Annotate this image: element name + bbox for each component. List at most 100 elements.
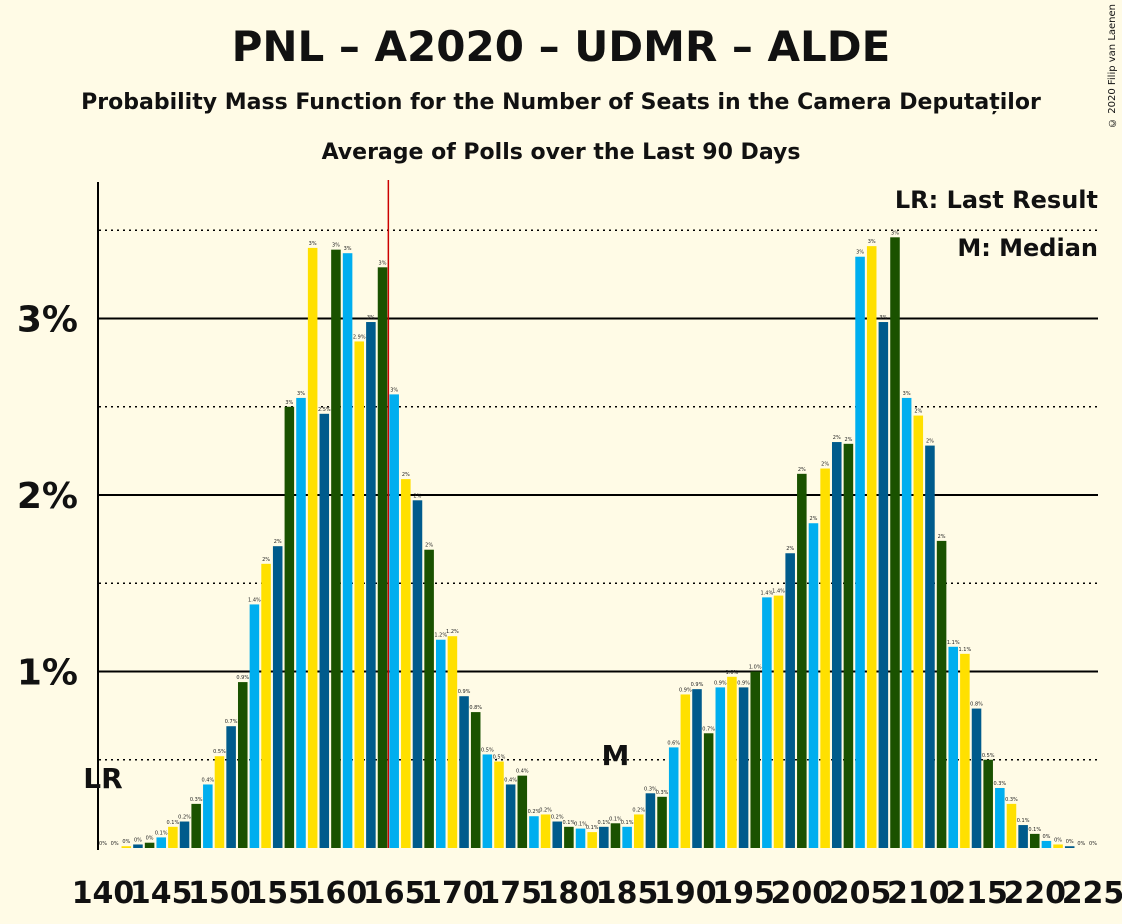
bar-seat-203 bbox=[831, 442, 842, 848]
bar-value-label: 0.3% bbox=[644, 786, 657, 792]
bar-value-label: 1.2% bbox=[446, 629, 459, 635]
bar-value-label: 2% bbox=[798, 467, 806, 473]
bar-value-label: 3% bbox=[367, 315, 375, 321]
bar-value-label: 0.8% bbox=[970, 702, 983, 708]
bar-seat-220 bbox=[1029, 833, 1040, 848]
bar-value-label: 1.0% bbox=[749, 665, 762, 671]
bar-seat-164 bbox=[377, 267, 388, 848]
bar-seat-206 bbox=[866, 246, 877, 848]
x-tick-label: 185 bbox=[596, 876, 659, 911]
bar-value-label: 3% bbox=[379, 260, 387, 266]
bar-seat-209 bbox=[901, 397, 912, 848]
chart-subtitle: Probability Mass Function for the Number… bbox=[81, 90, 1041, 115]
bar-seat-221 bbox=[1041, 840, 1052, 848]
bar-seat-176 bbox=[517, 775, 528, 848]
bar-seat-171 bbox=[459, 696, 469, 848]
bar-seat-148 bbox=[191, 803, 201, 848]
x-tick-label: 175 bbox=[479, 876, 542, 911]
bar-value-label: 0.4% bbox=[201, 777, 214, 783]
bar-value-label: 1.2% bbox=[434, 633, 447, 639]
bar-value-label: 0.1% bbox=[586, 825, 599, 831]
bar-value-label: 0.9% bbox=[236, 675, 249, 681]
bar-seat-200 bbox=[797, 473, 807, 848]
chart-title: PNL – A2020 – UDMR – ALDE bbox=[231, 22, 891, 71]
bar-seat-184 bbox=[610, 823, 621, 848]
bar-value-label: 0% bbox=[134, 837, 142, 843]
bar-value-label: 0.5% bbox=[982, 753, 995, 759]
bar-seat-173 bbox=[482, 754, 493, 848]
bar-seat-207 bbox=[878, 322, 889, 848]
bar-value-label: 0.5% bbox=[493, 755, 506, 761]
bar-seat-211 bbox=[925, 445, 935, 848]
bar-value-label: 2% bbox=[938, 534, 946, 540]
bar-seat-143 bbox=[133, 844, 143, 848]
bar-seat-190 bbox=[680, 694, 691, 848]
bar-seat-145 bbox=[156, 837, 167, 848]
bar-seat-218 bbox=[1006, 803, 1017, 848]
median-marker: M bbox=[602, 739, 630, 772]
bar-seat-212 bbox=[936, 540, 947, 848]
bar-value-label: 0.5% bbox=[481, 747, 494, 753]
chart-subtitle-secondary: Average of Polls over the Last 90 Days bbox=[321, 140, 801, 165]
bar-seat-183 bbox=[599, 826, 609, 848]
bar-value-label: 0.1% bbox=[1028, 827, 1041, 833]
x-tick-label: 210 bbox=[887, 876, 950, 911]
bar-seat-150 bbox=[214, 756, 225, 848]
bar-value-label: 3% bbox=[309, 241, 317, 247]
bar-value-label: 0.9% bbox=[458, 689, 471, 695]
bar-seat-169 bbox=[435, 639, 446, 848]
bar-seat-153 bbox=[249, 604, 260, 848]
bar-value-label: 0.2% bbox=[551, 815, 564, 821]
bar-seat-192 bbox=[703, 733, 714, 848]
bar-seat-144 bbox=[144, 842, 155, 848]
bar-value-label: 2% bbox=[833, 435, 841, 441]
bar-value-label: 0% bbox=[122, 839, 130, 845]
bar-value-label: 1.4% bbox=[772, 589, 785, 595]
legend-median: M: Median bbox=[957, 234, 1098, 262]
bar-seat-196 bbox=[750, 671, 761, 848]
bar-value-label: 0% bbox=[1042, 834, 1050, 840]
bar-seat-151 bbox=[226, 726, 236, 848]
bar-value-label: 3% bbox=[891, 230, 899, 236]
y-tick-label: 2% bbox=[17, 476, 78, 517]
bar-value-label: 0% bbox=[111, 841, 119, 847]
x-tick-label: 165 bbox=[363, 876, 426, 911]
bar-seat-178 bbox=[540, 814, 551, 848]
bar-value-label: 0% bbox=[99, 841, 107, 847]
x-tick-label: 215 bbox=[945, 876, 1008, 911]
x-tick-label: 150 bbox=[188, 876, 251, 911]
bar-seat-191 bbox=[692, 689, 702, 848]
bar-value-label: 3% bbox=[285, 400, 293, 406]
bar-seat-158 bbox=[307, 247, 318, 848]
bar-value-label: 0.4% bbox=[504, 777, 517, 783]
bar-value-label: 0% bbox=[1077, 841, 1085, 847]
bar-value-label: 0% bbox=[1054, 837, 1062, 843]
bar-seat-208 bbox=[890, 237, 900, 848]
bar-seat-195 bbox=[738, 687, 749, 848]
bar-seat-193 bbox=[715, 687, 726, 848]
bar-seat-146 bbox=[168, 826, 178, 848]
x-tick-label: 225 bbox=[1062, 876, 1122, 911]
bar-value-label: 0.6% bbox=[667, 740, 680, 746]
bar-seat-160 bbox=[331, 249, 341, 849]
bar-seat-215 bbox=[971, 708, 982, 848]
bar-value-label: 0.1% bbox=[597, 820, 610, 826]
bar-value-label: 2.9% bbox=[353, 334, 366, 340]
bar-value-label: 0.7% bbox=[702, 726, 715, 732]
bar-value-label: 0.1% bbox=[155, 830, 168, 836]
bar-value-label: 0.9% bbox=[679, 687, 692, 693]
bar-seat-159 bbox=[319, 413, 330, 848]
bar-value-label: 2% bbox=[821, 462, 829, 468]
bar-value-label: 0.7% bbox=[225, 719, 238, 725]
bar-seat-197 bbox=[762, 597, 772, 848]
bar-value-label: 0% bbox=[1089, 841, 1097, 847]
bar-seat-155 bbox=[272, 546, 283, 848]
x-tick-label: 205 bbox=[829, 876, 892, 911]
bar-value-label: 0.1% bbox=[563, 820, 576, 826]
bar-value-label: 0.3% bbox=[993, 781, 1006, 787]
bar-seat-165 bbox=[389, 394, 399, 848]
bar-value-label: 0.1% bbox=[574, 822, 587, 828]
bar-value-label: 0.9% bbox=[691, 682, 704, 688]
bar-seat-168 bbox=[424, 549, 434, 848]
